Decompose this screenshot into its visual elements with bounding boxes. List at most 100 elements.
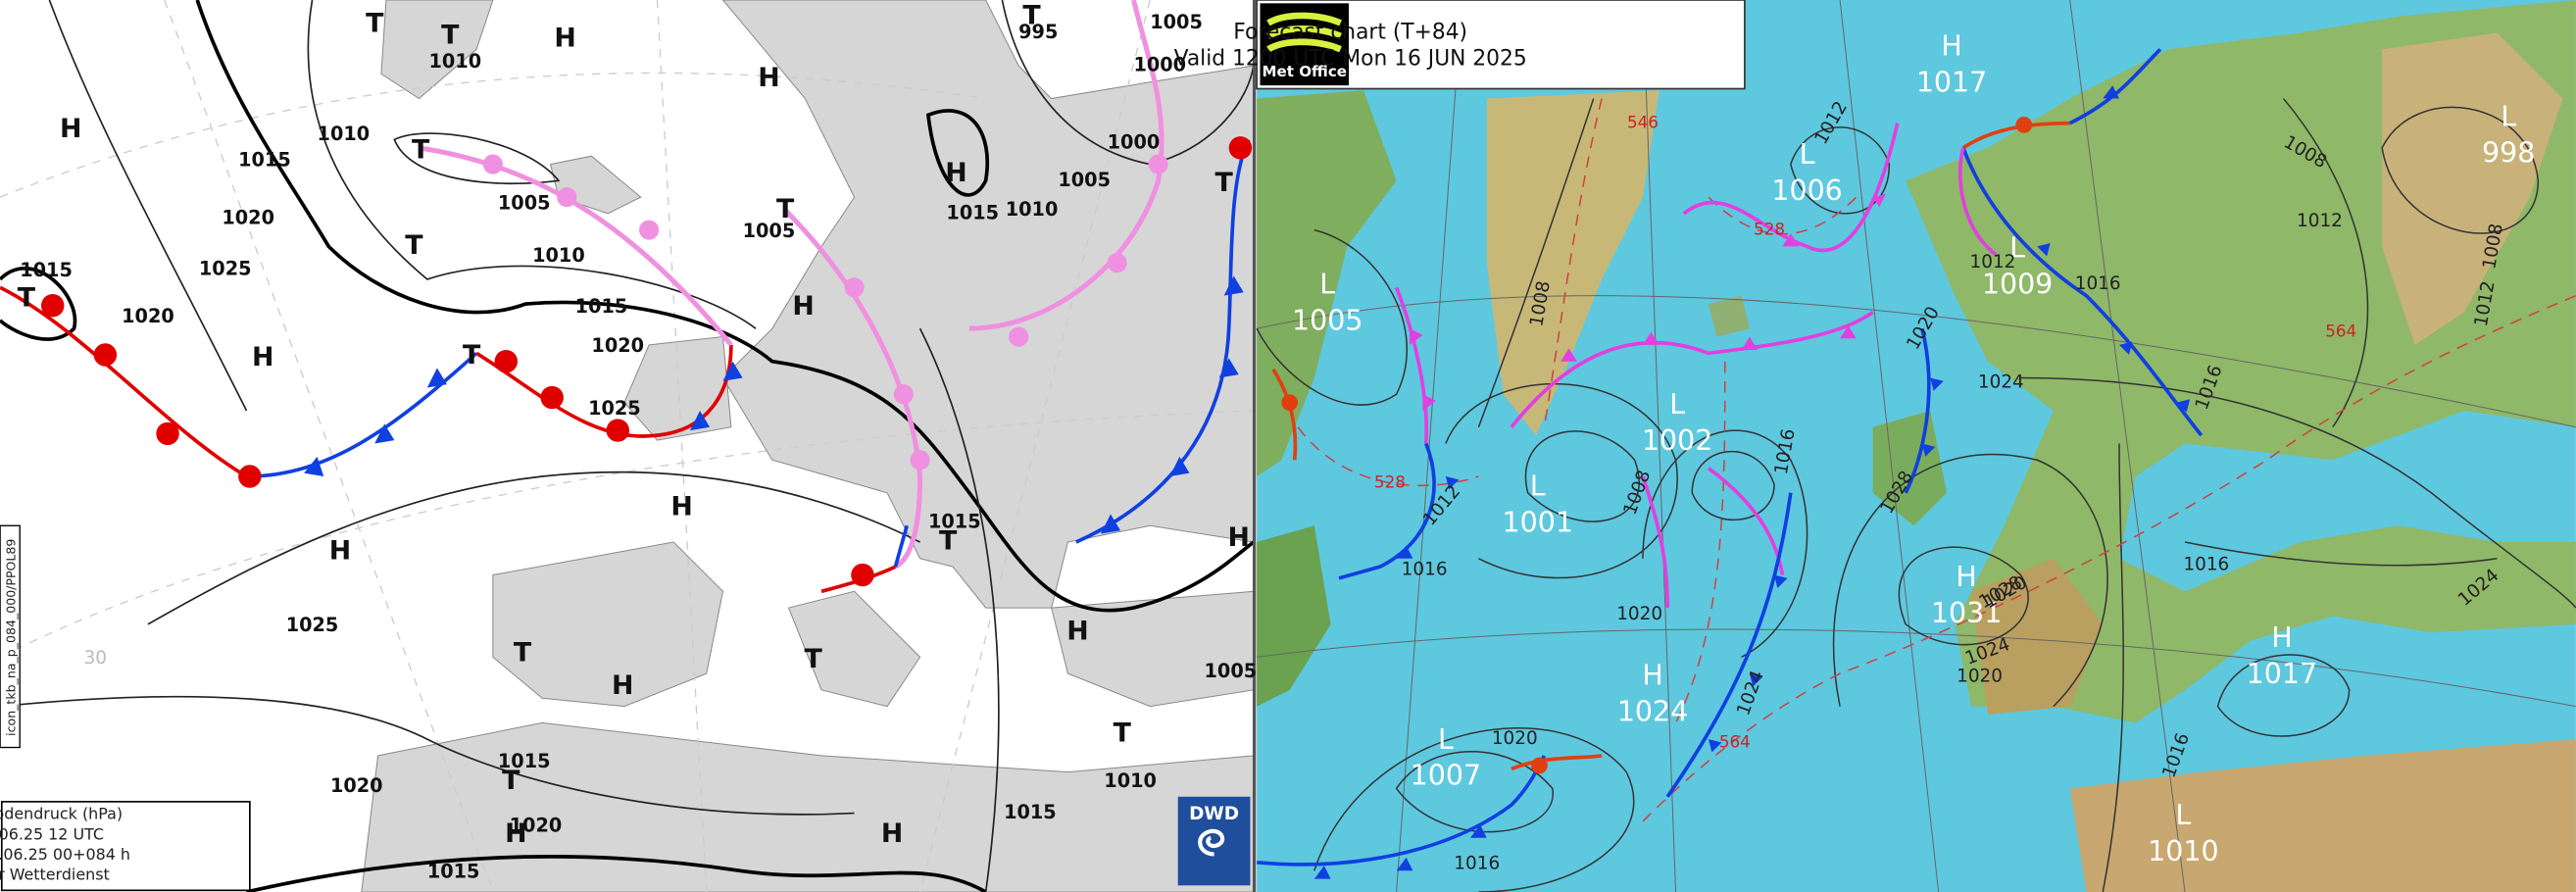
- info-line: Vorhersage Bodendruck (hPa): [0, 805, 123, 823]
- isobar-label: 1015: [1004, 801, 1057, 823]
- isobar-label: 1025: [199, 257, 252, 279]
- chart-title: Forecast chart (T+84): [1233, 21, 1467, 45]
- pressure-center: T: [18, 283, 36, 314]
- thickness-label: 528: [1374, 472, 1406, 492]
- dwd-logo: [1177, 796, 1251, 886]
- pressure-type: L: [2009, 232, 2025, 265]
- isobar-label: 1000: [1133, 54, 1186, 76]
- isobar-label: 1020: [222, 206, 274, 228]
- side-text: icon_tkb_na_p_084_000/PPOL89: [3, 539, 18, 736]
- pressure-center: T: [412, 135, 430, 166]
- pressure-value: 998: [2482, 137, 2535, 170]
- pressure-value: 1031: [1931, 597, 2002, 629]
- isobar-label: 1015: [20, 259, 73, 281]
- pressure-center: H: [252, 342, 273, 372]
- pressure-type: H: [1642, 659, 1662, 691]
- pressure-center: H: [792, 291, 814, 322]
- isobar-label: 1010: [1104, 769, 1157, 792]
- pressure-value: 1017: [2247, 658, 2317, 690]
- thickness-label: 528: [1754, 220, 1785, 239]
- pressure-center: T: [514, 637, 532, 668]
- isobar-label: 1015: [498, 750, 551, 772]
- info-box: [0, 800, 251, 892]
- isobar-label: 1016: [2183, 555, 2229, 575]
- pressure-value: 1006: [1771, 174, 1842, 207]
- isobar-label: 1015: [238, 149, 291, 172]
- pressure-type: L: [1319, 269, 1335, 301]
- pressure-center: T: [805, 644, 823, 674]
- pressure-center: T: [1215, 168, 1234, 198]
- graticule: [1257, 0, 2576, 892]
- pressure-center: H: [554, 24, 575, 54]
- isobars: [0, 0, 1255, 892]
- isobar-label: 1020: [510, 814, 563, 836]
- isobar-label: 1010: [318, 123, 371, 145]
- pressure-value: 1010: [2148, 835, 2218, 867]
- isobar-label: 1015: [575, 295, 628, 318]
- pressure-value: 1002: [1642, 424, 1712, 457]
- pressure-center: T: [502, 766, 520, 796]
- pressure-center: T: [405, 230, 423, 261]
- isobar-label: 1024: [1978, 372, 2024, 392]
- pressure-value: 1005: [1292, 304, 1362, 336]
- metoffice-logo-text: Met Office: [1263, 63, 1348, 80]
- isobar-label: 1010: [1006, 198, 1059, 221]
- pressure-center: H: [1228, 522, 1250, 553]
- isobar-label: 1015: [946, 201, 999, 223]
- isobar-label: 1010: [429, 50, 482, 73]
- pressure-value: 1007: [1411, 760, 1481, 792]
- isobar-label: 1020: [591, 334, 644, 357]
- isobar-label: 1025: [588, 397, 641, 420]
- isobar-label: 1005: [1150, 11, 1203, 33]
- isobar-label: 1012: [1970, 252, 2016, 273]
- pressure-center: T: [1114, 719, 1132, 749]
- isobars: [1256, 98, 2576, 892]
- grid: [0, 0, 1254, 892]
- fronts: [0, 0, 1251, 594]
- pressure-type: H: [1956, 561, 1976, 593]
- pressure-center: T: [1022, 0, 1041, 30]
- isobar-label: 1016: [1454, 854, 1500, 874]
- isobar-label: 1010: [532, 244, 585, 267]
- isobar-label: 1020: [1616, 604, 1662, 624]
- pressure-center: H: [945, 158, 966, 188]
- front-symbols: [1281, 85, 2191, 879]
- isobar-label: 1015: [427, 860, 480, 882]
- pressure-center: H: [758, 63, 779, 93]
- isobar-label: 1012: [2297, 211, 2343, 231]
- fronts: [1256, 47, 2204, 867]
- isobar-label: 1016: [2075, 273, 2121, 294]
- isobar-label: 1005: [743, 220, 796, 242]
- pressure-value: 1024: [1617, 695, 1688, 727]
- thickness-label: 564: [2325, 322, 2356, 341]
- thickness-label: 564: [1719, 731, 1751, 751]
- isobar-label: 1015: [928, 510, 981, 532]
- pressure-center: H: [329, 536, 351, 567]
- isobar-label: 1020: [1492, 728, 1538, 749]
- pressure-center: T: [776, 194, 795, 224]
- pressure-center: T: [366, 9, 384, 39]
- isobar-label: 1005: [1205, 660, 1258, 682]
- isobar-label: 1020: [122, 305, 174, 327]
- pressure-value: 1001: [1503, 507, 1573, 539]
- grid-label: 30: [84, 648, 107, 669]
- dwd-logo-swirl: [1198, 828, 1225, 857]
- pressure-center: H: [670, 491, 692, 521]
- dwd-chart: [0, 0, 1255, 892]
- isobar-label: 995: [1018, 21, 1058, 43]
- pressure-type: L: [1530, 471, 1546, 503]
- isobar-label: 1020: [330, 774, 383, 797]
- thickness-label: 546: [1627, 113, 1659, 132]
- pressure-center: H: [60, 114, 81, 144]
- pressure-type: L: [2175, 799, 2191, 831]
- pressure-center: T: [939, 526, 958, 557]
- isobar-label: 1020: [1957, 666, 2003, 686]
- info-line: für: Mo. 16.06.25 12 UTC: [0, 824, 104, 843]
- isobar-label: 1005: [1058, 169, 1111, 191]
- pressure-value: 1017: [1916, 66, 1987, 98]
- pressure-type: L: [1669, 388, 1685, 421]
- isobar-label: 1005: [498, 191, 551, 214]
- pressure-center: H: [505, 818, 526, 849]
- dwd-logo-text: DWD: [1189, 804, 1239, 824]
